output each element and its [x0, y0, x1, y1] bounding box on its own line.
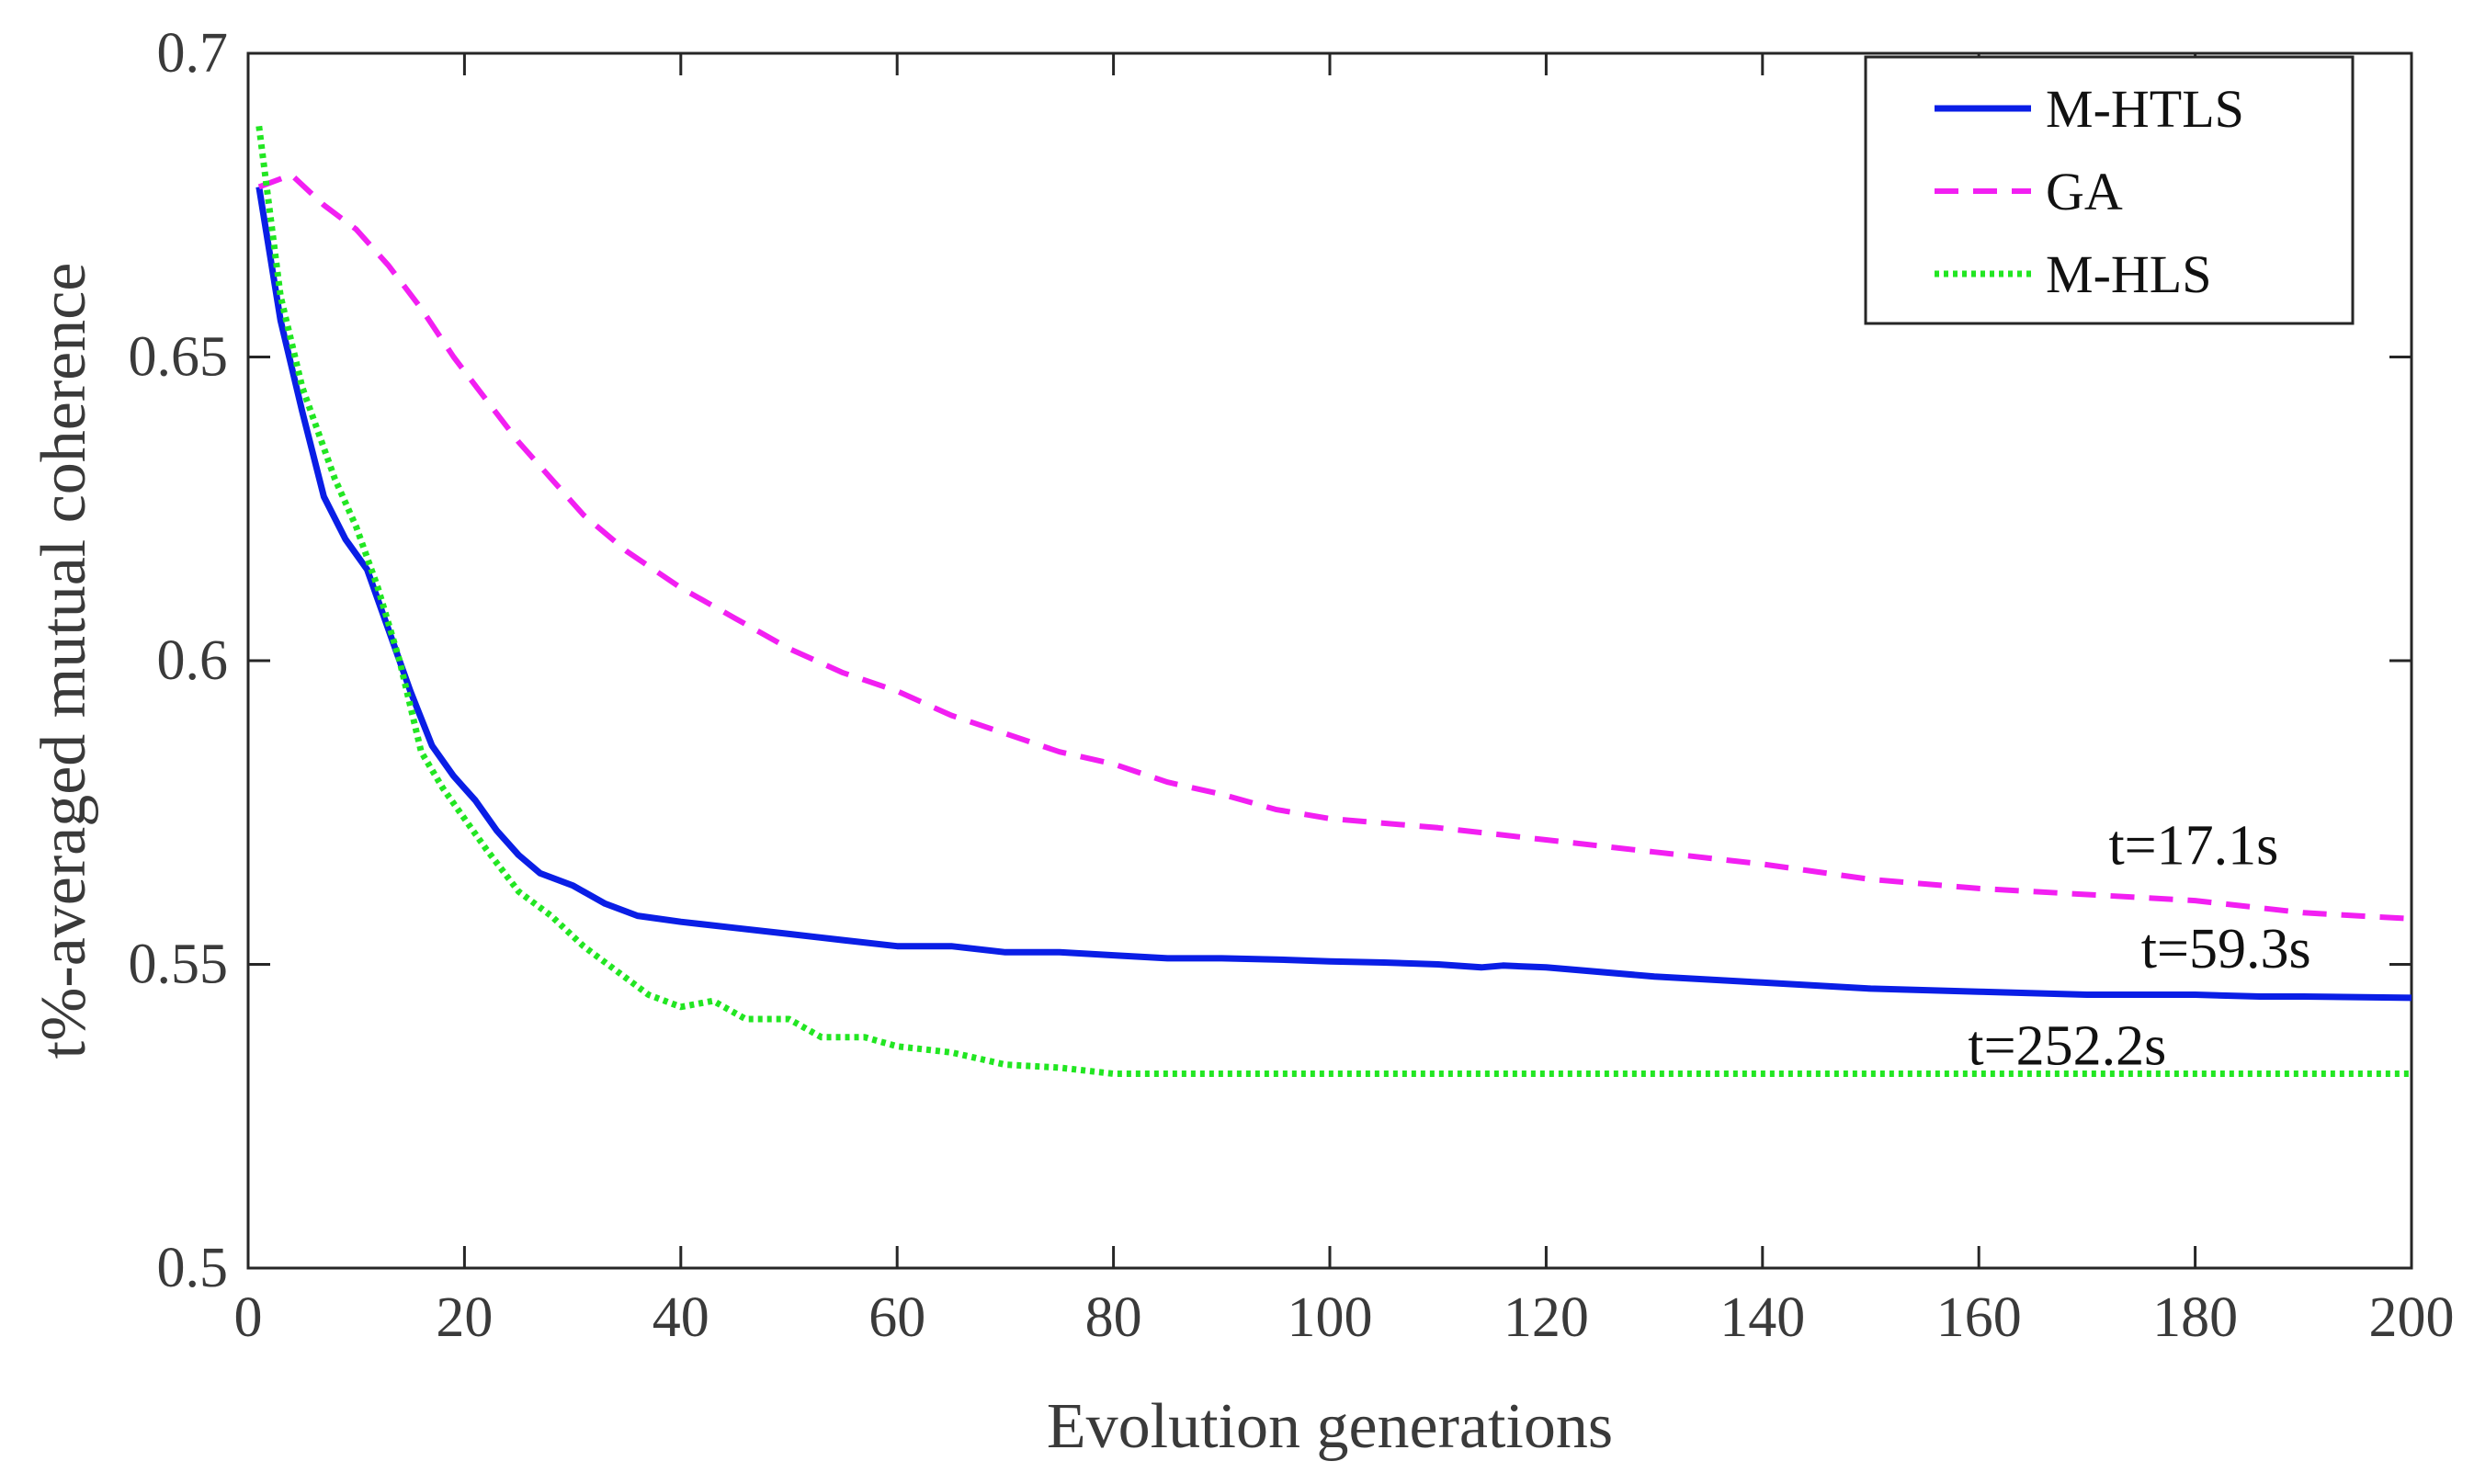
series-lines [255, 125, 2412, 1077]
time-annotation: t=59.3s [2141, 918, 2311, 980]
y-tick-label: 0.7 [157, 22, 229, 85]
time-annotation: t=252.2s [1968, 1015, 2166, 1078]
x-tick-label: 40 [653, 1286, 709, 1349]
legend-label-m-hls: M-HLS [2046, 244, 2211, 304]
legend-label-m-htls: M-HTLS [2046, 79, 2244, 139]
annotations: t=17.1s t=59.3s t=252.2s [1968, 814, 2310, 1077]
series-line-m-hls [255, 125, 2412, 1077]
legend: M-HTLS GA M-HLS [1864, 55, 2355, 325]
x-tick-label: 60 [868, 1286, 925, 1349]
legend-label-ga: GA [2046, 162, 2123, 221]
x-tick-labels: 0 20 40 60 80 100 120 140 160 180 200 [234, 1286, 2455, 1349]
series-line-ga [257, 172, 2412, 922]
y-tick-label: 0.65 [129, 326, 229, 389]
series-line-m-htls [255, 186, 2412, 1002]
x-tick-label: 160 [1936, 1286, 2022, 1349]
x-tick-label: 180 [2152, 1286, 2238, 1349]
x-axis-title: Evolution generations [1047, 1391, 1613, 1462]
y-tick-label: 0.6 [157, 629, 229, 692]
x-tick-label: 200 [2369, 1286, 2455, 1349]
y-axis-title: t%-averaged mutual coherence [28, 263, 99, 1059]
axis-ticks [246, 51, 2413, 1270]
x-tick-label: 20 [436, 1286, 493, 1349]
x-tick-label: 120 [1504, 1286, 1589, 1349]
y-tick-labels: 0.5 0.55 0.6 0.65 0.7 [129, 22, 229, 1299]
x-tick-label: 80 [1085, 1286, 1142, 1349]
x-tick-label: 0 [234, 1286, 263, 1349]
x-tick-label: 100 [1288, 1286, 1373, 1349]
time-annotation: t=17.1s [2108, 814, 2278, 877]
y-tick-label: 0.5 [157, 1237, 229, 1299]
y-tick-label: 0.55 [129, 934, 229, 996]
x-tick-label: 140 [1719, 1286, 1805, 1349]
